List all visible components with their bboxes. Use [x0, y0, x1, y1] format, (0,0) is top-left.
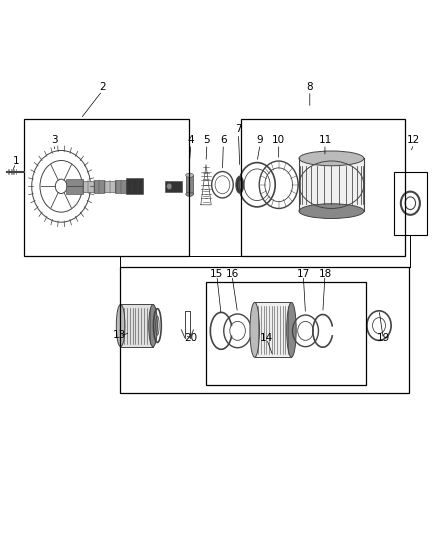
Text: 17: 17 — [297, 269, 310, 279]
Text: 1: 1 — [12, 156, 19, 166]
Bar — [186, 175, 194, 194]
Text: 12: 12 — [407, 135, 420, 145]
Bar — [206, 282, 366, 385]
Text: 10: 10 — [272, 135, 285, 145]
Bar — [25, 119, 189, 256]
Bar — [66, 179, 83, 193]
Text: 18: 18 — [318, 269, 332, 279]
Ellipse shape — [167, 183, 172, 190]
Ellipse shape — [149, 304, 157, 346]
Bar — [105, 181, 115, 191]
Bar — [394, 172, 427, 235]
Bar — [165, 181, 182, 192]
Text: 9: 9 — [257, 135, 263, 145]
Bar — [115, 180, 126, 192]
Bar — [83, 181, 94, 191]
Text: 16: 16 — [225, 269, 239, 279]
Ellipse shape — [287, 302, 296, 357]
Ellipse shape — [250, 302, 259, 357]
Bar — [299, 158, 364, 211]
Ellipse shape — [299, 151, 364, 166]
Bar — [254, 302, 291, 357]
Ellipse shape — [236, 176, 244, 193]
Text: 14: 14 — [260, 333, 273, 343]
Text: 8: 8 — [307, 82, 313, 92]
Text: 20: 20 — [184, 333, 198, 343]
Bar — [94, 180, 105, 192]
Ellipse shape — [299, 204, 364, 219]
Text: 19: 19 — [377, 333, 390, 343]
Bar — [126, 179, 143, 194]
Bar — [120, 304, 153, 346]
Ellipse shape — [186, 192, 194, 196]
Text: 2: 2 — [99, 82, 106, 92]
Bar — [240, 119, 405, 256]
Text: 7: 7 — [235, 124, 242, 134]
Text: 6: 6 — [220, 135, 226, 145]
Text: 3: 3 — [51, 135, 58, 145]
Ellipse shape — [117, 304, 125, 346]
Ellipse shape — [186, 173, 194, 177]
Text: 5: 5 — [204, 135, 210, 145]
Text: 4: 4 — [187, 135, 194, 145]
Text: 11: 11 — [318, 135, 332, 145]
Text: 15: 15 — [210, 269, 223, 279]
Bar — [120, 266, 409, 393]
Text: 13: 13 — [113, 330, 126, 340]
Ellipse shape — [238, 180, 241, 190]
